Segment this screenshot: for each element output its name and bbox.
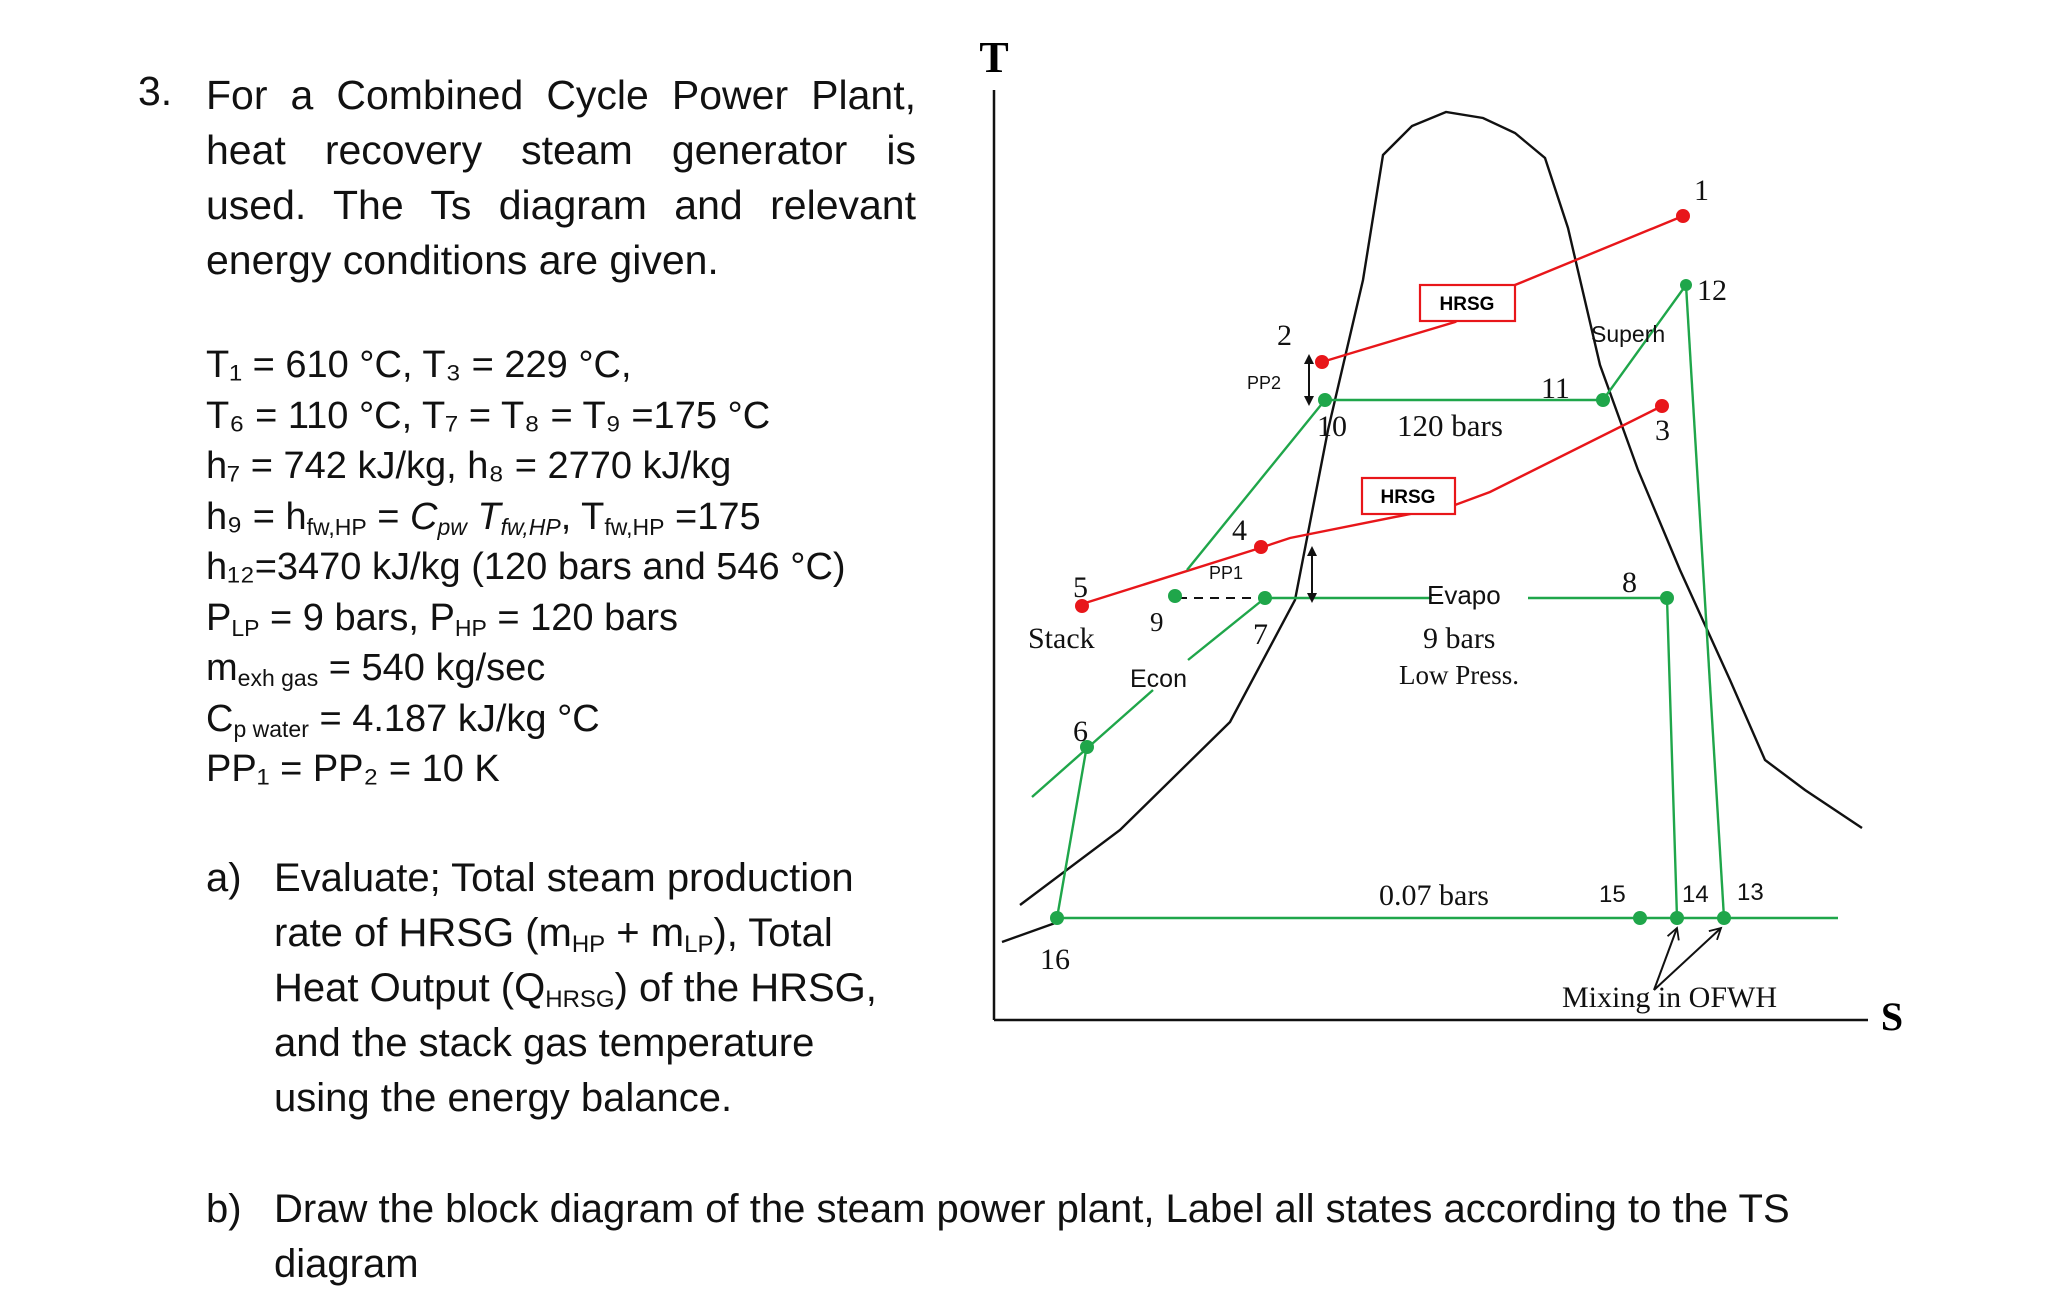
label-7: 7 bbox=[1253, 618, 1268, 651]
evapo-label: Evapo bbox=[1427, 580, 1501, 610]
water-steam-lines bbox=[1031, 284, 1838, 920]
given-line-temperatures-2: T₆ = 110 °C, T₇ = T₈ = T₉ =175 °C bbox=[206, 394, 771, 437]
econ-label: Econ bbox=[1130, 665, 1187, 693]
label-4: 4 bbox=[1232, 514, 1247, 547]
pump-line-16-6 bbox=[1055, 744, 1089, 919]
label-15: 15 bbox=[1599, 881, 1626, 908]
hrsg-boxes: HRSG HRSG bbox=[1360, 283, 1517, 516]
low-press-label: Low Press. bbox=[1399, 660, 1519, 690]
state-point-11 bbox=[1596, 393, 1610, 407]
part-b-text: Draw the block diagram of the steam powe… bbox=[274, 1187, 1790, 1286]
label-13: 13 bbox=[1737, 879, 1764, 906]
label-9: 9 bbox=[1150, 607, 1164, 637]
given-conditions: T₁ = 610 °C, T₃ = 229 °C, T₆ = 110 °C, T… bbox=[206, 340, 846, 795]
question-text: For a Combined Cycle Power Plant, heat r… bbox=[206, 72, 916, 283]
superheater-line bbox=[1602, 284, 1687, 401]
state-point-6 bbox=[1080, 740, 1094, 754]
given-line-feedwater: h₉ = hfw,HP = Cpw Tfw,HP, Tfw,HP =175 bbox=[206, 495, 761, 540]
part-a: a) Evaluate; Total steam production rate… bbox=[206, 851, 906, 1131]
given-line-pressures: PLP = 9 bars, PHP = 120 bars bbox=[206, 596, 679, 641]
given-line-enthalpies: h₇ = 742 kJ/kg, h₈ = 2770 kJ/kg bbox=[206, 445, 732, 487]
s-axis-label: S bbox=[1881, 994, 1903, 1039]
hrsg-lp-label: HRSG bbox=[1381, 487, 1436, 508]
region-labels: Superh PP2 PP1 120 bars Evapo 9 bars Low… bbox=[1028, 321, 1777, 1014]
given-line-mass-flow: mexh gas = 540 kg/sec bbox=[206, 647, 546, 691]
hrsg-hp-box bbox=[1418, 283, 1517, 323]
label-1: 1 bbox=[1694, 174, 1709, 207]
label-3: 3 bbox=[1655, 414, 1670, 447]
state-point-7 bbox=[1258, 591, 1272, 605]
state-point-3 bbox=[1655, 399, 1669, 413]
mixing-arrows bbox=[1653, 926, 1723, 991]
state-labels-sans: 13 14 15 bbox=[1599, 879, 1764, 908]
label-16: 16 bbox=[1040, 943, 1070, 976]
lp-economizer-line bbox=[1187, 597, 1266, 661]
given-line-pinch-points: PP₁ = PP₂ = 10 K bbox=[206, 748, 500, 790]
label-14: 14 bbox=[1682, 881, 1709, 908]
gas-line-lp bbox=[1075, 399, 1669, 613]
part-b-label: b) bbox=[206, 1187, 242, 1231]
lp-pressure-label: 9 bars bbox=[1423, 622, 1495, 655]
state-point-5 bbox=[1075, 599, 1089, 613]
hrsg-hp-label: HRSG bbox=[1440, 294, 1495, 315]
state-point-1 bbox=[1676, 209, 1690, 223]
dome-left-leg bbox=[1001, 920, 1059, 944]
question-number: 3. bbox=[138, 68, 173, 114]
hp-pressure-label: 120 bars bbox=[1397, 408, 1503, 443]
label-2: 2 bbox=[1277, 319, 1292, 352]
given-line-h12: h₁₂=3470 kJ/kg (120 bars and 546 °C) bbox=[206, 546, 846, 588]
water-state-points bbox=[1050, 279, 1731, 925]
state-point-15 bbox=[1633, 911, 1647, 925]
hp-economizer-line bbox=[1186, 399, 1326, 571]
mixing-label: Mixing in OFWH bbox=[1562, 981, 1777, 1014]
superh-label: Superh bbox=[1591, 321, 1665, 347]
state-labels: 1 2 3 4 5 6 7 8 9 10 11 12 16 bbox=[1040, 174, 1727, 976]
condenser-pressure-label: 0.07 bars bbox=[1379, 879, 1489, 912]
state-point-16 bbox=[1050, 911, 1064, 925]
part-a-label: a) bbox=[206, 856, 242, 900]
given-line-cp-water: Cp water = 4.187 kJ/kg °C bbox=[206, 697, 600, 742]
t-axis-label: T bbox=[979, 33, 1008, 82]
state-point-2 bbox=[1315, 355, 1329, 369]
stack-label: Stack bbox=[1028, 622, 1095, 655]
part-b: b) Draw the block diagram of the steam p… bbox=[206, 1182, 1906, 1302]
state-point-13 bbox=[1717, 911, 1731, 925]
turbine-line-8-14 bbox=[1665, 597, 1679, 919]
label-5: 5 bbox=[1073, 571, 1088, 604]
label-12: 12 bbox=[1697, 274, 1727, 307]
state-point-4 bbox=[1254, 540, 1268, 554]
pinch-arrows bbox=[1304, 354, 1317, 603]
label-8: 8 bbox=[1622, 566, 1637, 599]
state-point-10 bbox=[1318, 393, 1332, 407]
state-point-9 bbox=[1168, 589, 1182, 603]
pp1-label: PP1 bbox=[1209, 563, 1243, 583]
label-6: 6 bbox=[1073, 715, 1088, 748]
part-a-text: Evaluate; Total steam production rate of… bbox=[274, 856, 877, 1120]
saturation-dome bbox=[1019, 110, 1863, 906]
given-line-temperatures-1: T₁ = 610 °C, T₃ = 229 °C, bbox=[206, 344, 632, 386]
hrsg-lp-box bbox=[1360, 476, 1457, 516]
label-10: 10 bbox=[1317, 410, 1347, 443]
state-point-8 bbox=[1660, 591, 1674, 605]
turbine-line-12-13 bbox=[1684, 284, 1726, 919]
state-point-12 bbox=[1680, 279, 1692, 291]
state-point-14 bbox=[1670, 911, 1684, 925]
axes: T S bbox=[979, 33, 1903, 1039]
pp2-label: PP2 bbox=[1247, 373, 1281, 393]
label-11: 11 bbox=[1541, 372, 1570, 405]
